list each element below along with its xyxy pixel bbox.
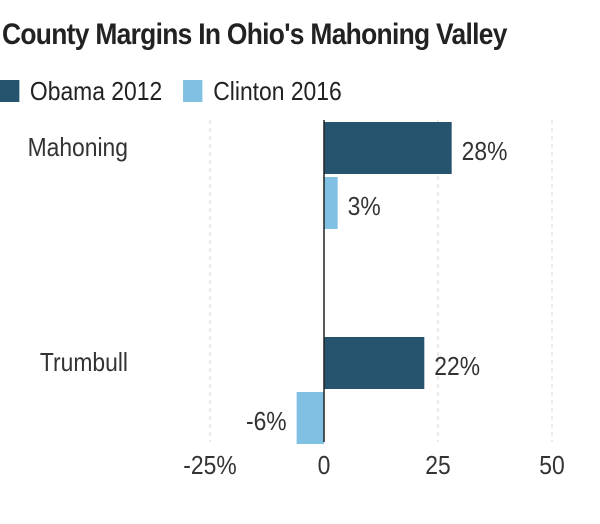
- bar-trumbull-obama-2012: [324, 337, 425, 389]
- data-label-trumbull-clinton-2016: -6%: [246, 408, 287, 437]
- data-label-mahoning-clinton-2016: 3%: [348, 193, 381, 222]
- legend: Obama 2012 Clinton 2016: [0, 76, 363, 106]
- legend-item-obama-2012: Obama 2012: [0, 76, 162, 107]
- legend-swatch-obama-2012: [0, 80, 20, 102]
- legend-label-obama-2012: Obama 2012: [29, 75, 163, 106]
- data-label-trumbull-obama-2012: 22%: [434, 353, 480, 382]
- bar-mahoning-obama-2012: [324, 122, 452, 174]
- bar-trumbull-clinton-2016: [296, 392, 324, 444]
- tick-label--25: -25%: [183, 452, 236, 481]
- category-label-trumbull: Trumbull: [40, 349, 128, 378]
- tick-label-50: 50: [539, 452, 564, 481]
- legend-item-clinton-2016: Clinton 2016: [183, 75, 342, 107]
- data-label-mahoning-obama-2012: 28%: [462, 138, 508, 167]
- tick-label-0: 0: [318, 452, 331, 481]
- category-label-mahoning: Mahoning: [28, 134, 128, 163]
- bar-mahoning-clinton-2016: [324, 177, 338, 229]
- chart-title: County Margins In Ohio's Mahoning Valley: [2, 18, 507, 51]
- legend-label-clinton-2016: Clinton 2016: [213, 75, 342, 106]
- legend-swatch-clinton-2016: [183, 80, 203, 102]
- tick-label-25: 25: [425, 452, 450, 481]
